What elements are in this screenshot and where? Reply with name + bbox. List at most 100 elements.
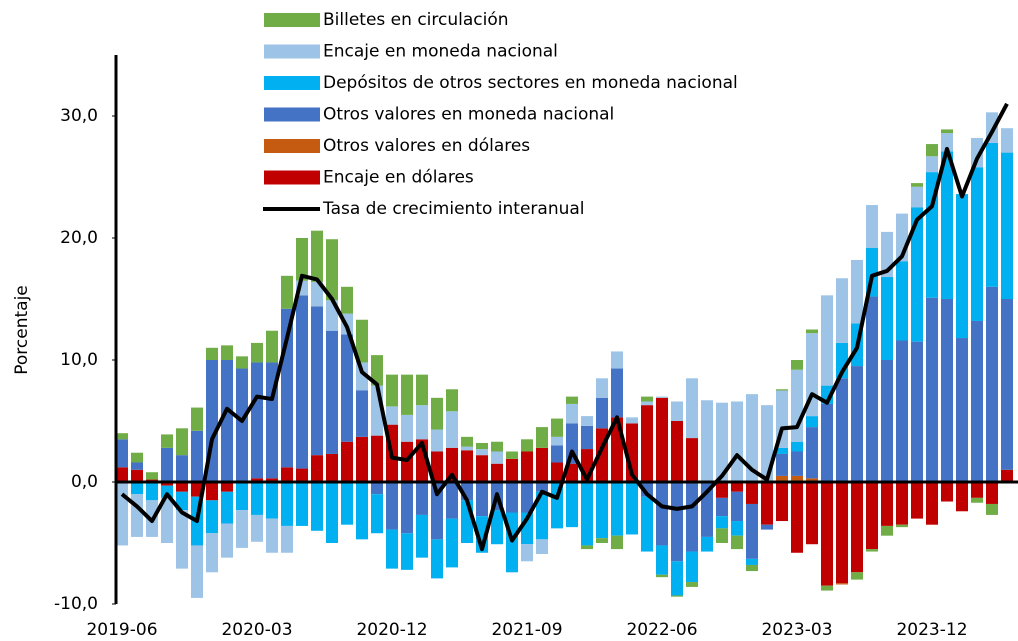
bar-segment bbox=[926, 172, 938, 298]
y-tick-label: 20,0 bbox=[60, 228, 98, 248]
bar-segment bbox=[581, 482, 593, 546]
bar-segment bbox=[146, 482, 158, 501]
bar-segment bbox=[341, 482, 353, 525]
bar-segment bbox=[536, 491, 548, 540]
bar-segment bbox=[191, 430, 203, 482]
bar-segment bbox=[161, 497, 173, 543]
bar-segment bbox=[656, 397, 668, 482]
bar-segment bbox=[956, 338, 968, 482]
bar-segment bbox=[416, 405, 428, 440]
bar-segment bbox=[806, 478, 818, 482]
bar-segment bbox=[926, 144, 938, 157]
bar-segment bbox=[641, 405, 653, 482]
bar-segment bbox=[986, 482, 998, 504]
bar-segment bbox=[941, 482, 953, 502]
bar-segment bbox=[806, 329, 818, 334]
bar-segment bbox=[641, 401, 653, 406]
bar-segment bbox=[266, 518, 278, 553]
bar-segment bbox=[776, 447, 788, 454]
bar-segment bbox=[851, 259, 863, 324]
bar-segment bbox=[776, 475, 788, 482]
bar-segment bbox=[371, 435, 383, 482]
bar-segment bbox=[341, 441, 353, 482]
bar-segment bbox=[431, 539, 443, 579]
bar-segment bbox=[761, 524, 773, 530]
x-tick-label: 2023-03 bbox=[761, 620, 832, 640]
bar-segment bbox=[626, 482, 638, 535]
bar-segment bbox=[986, 142, 998, 287]
bar-segment bbox=[431, 451, 443, 482]
bar-segment bbox=[896, 261, 908, 341]
bar-segment bbox=[281, 482, 293, 526]
bar-segment bbox=[131, 452, 143, 463]
bar-segment bbox=[746, 482, 758, 504]
bar-segment bbox=[611, 351, 623, 369]
bar-segment bbox=[416, 482, 428, 515]
x-tick-label: 2019-06 bbox=[86, 620, 157, 640]
bar-segment bbox=[236, 482, 248, 511]
bar-segment bbox=[926, 482, 938, 525]
bar-segment bbox=[401, 414, 413, 442]
bar-segment bbox=[446, 411, 458, 448]
bar-segment bbox=[851, 482, 863, 573]
bar-segment bbox=[326, 330, 338, 454]
bar-segment bbox=[491, 441, 503, 452]
bar-segment bbox=[191, 482, 203, 497]
legend-label: Billetes en circulación bbox=[323, 10, 509, 30]
bar-segment bbox=[971, 482, 983, 498]
bar-segment bbox=[806, 427, 818, 479]
bar-segment bbox=[716, 528, 728, 543]
bar-segment bbox=[611, 482, 623, 536]
bar-segment bbox=[476, 449, 488, 456]
bar-segment bbox=[971, 167, 983, 321]
y-tick-label: 10,0 bbox=[60, 350, 98, 370]
bar-segment bbox=[221, 491, 233, 524]
bar-segment bbox=[161, 434, 173, 448]
bar-segment bbox=[686, 438, 698, 482]
bar-segment bbox=[176, 428, 188, 456]
bar-segment bbox=[626, 417, 638, 424]
bar-segment bbox=[911, 186, 923, 208]
bar-segment bbox=[776, 453, 788, 476]
x-tick-label: 2023-12 bbox=[896, 620, 967, 640]
bar-segment bbox=[566, 396, 578, 404]
bar-segment bbox=[401, 533, 413, 570]
bar-segment bbox=[1001, 128, 1013, 153]
bar-segment bbox=[581, 545, 593, 550]
bar-segment bbox=[581, 425, 593, 450]
bar-segment bbox=[986, 286, 998, 482]
bar-segment bbox=[371, 355, 383, 386]
legend-swatch bbox=[264, 139, 320, 153]
bar-segment bbox=[386, 406, 398, 425]
bar-segment bbox=[821, 403, 833, 482]
bar-segment bbox=[356, 319, 368, 363]
x-tick-label: 2022-06 bbox=[626, 620, 697, 640]
bar-segment bbox=[821, 585, 833, 591]
bar-segment bbox=[911, 482, 923, 519]
bar-segment bbox=[896, 340, 908, 482]
bar-segment bbox=[251, 514, 263, 542]
bar-segment bbox=[716, 516, 728, 529]
bar-segment bbox=[671, 561, 683, 596]
bar-segment bbox=[206, 500, 218, 534]
bar-segment bbox=[776, 482, 788, 522]
bar-segment bbox=[251, 478, 263, 482]
bar-segment bbox=[836, 278, 848, 343]
bar-segment bbox=[551, 436, 563, 446]
bar-segment bbox=[311, 306, 323, 456]
legend-label: Encaje en moneda nacional bbox=[323, 42, 558, 62]
bar-segment bbox=[521, 544, 533, 562]
bar-segment bbox=[341, 334, 353, 442]
bar-segment bbox=[461, 436, 473, 447]
y-tick-label: 30,0 bbox=[60, 106, 98, 126]
bar-segment bbox=[596, 378, 608, 398]
bar-segment bbox=[791, 451, 803, 476]
bar-segment bbox=[236, 368, 248, 482]
bar-segment bbox=[491, 463, 503, 482]
bar-segment bbox=[506, 451, 518, 459]
bar-segment bbox=[281, 525, 293, 553]
bar-segment bbox=[866, 482, 878, 550]
bar-segment bbox=[746, 503, 758, 559]
bar-segment bbox=[821, 295, 833, 386]
bar-segment bbox=[941, 151, 953, 299]
